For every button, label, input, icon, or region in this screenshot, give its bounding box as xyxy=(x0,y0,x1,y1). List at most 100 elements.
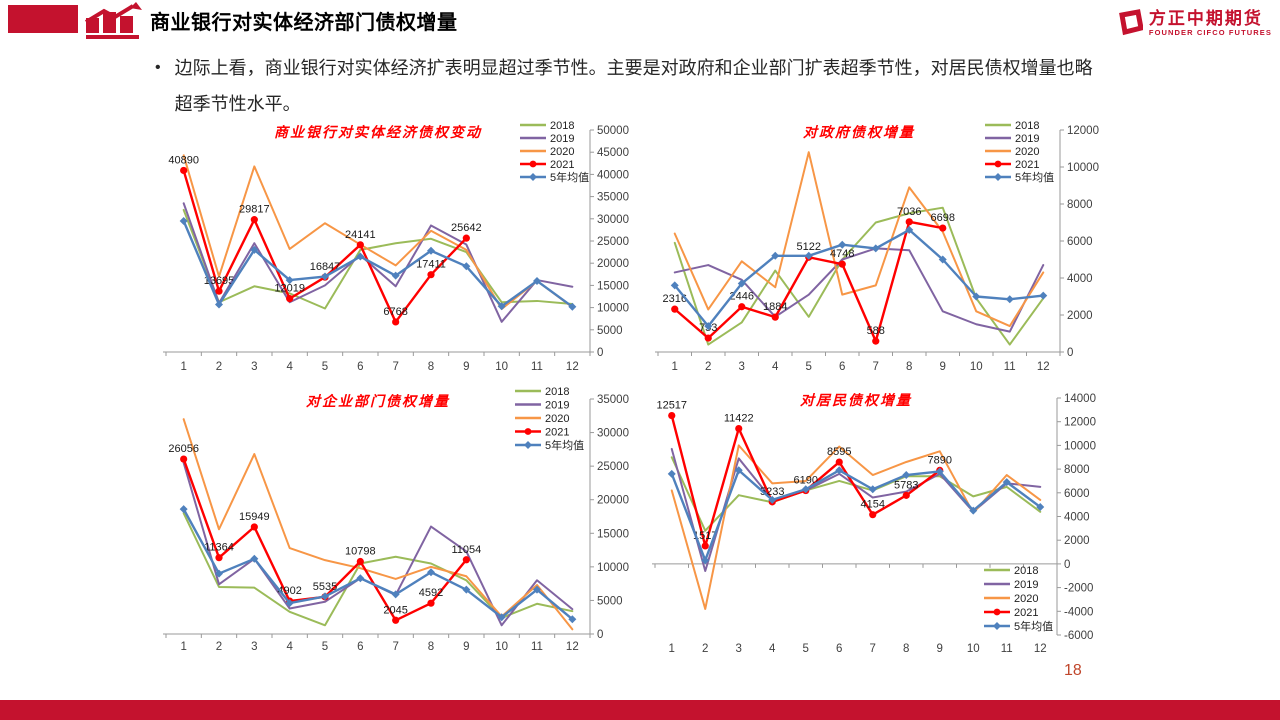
x-tick-label: 6 xyxy=(357,361,363,373)
data-label: 8595 xyxy=(827,446,851,458)
data-point-marker xyxy=(1002,478,1011,487)
chart-household-claims: 对居民债权增量 -6000 -4000 -2000 0 2000 4000 6000 8000 1… xyxy=(645,384,1111,660)
series-2018-line xyxy=(182,512,574,627)
data-label: 12517 xyxy=(656,400,687,412)
x-tick-label: 5 xyxy=(322,361,328,373)
legend-label-5年均值: 5年均值 xyxy=(1015,170,1054,184)
data-point-marker xyxy=(972,292,981,301)
data-point-marker xyxy=(391,590,400,599)
x-tick-label: 10 xyxy=(970,361,983,373)
data-point-marker xyxy=(427,599,435,607)
data-label: 6698 xyxy=(931,212,955,224)
data-point-marker xyxy=(392,318,400,326)
data-point-marker xyxy=(286,295,294,303)
data-point-marker xyxy=(804,251,813,260)
y-tick-label: 12000 xyxy=(1067,125,1099,137)
data-point-marker xyxy=(838,240,847,249)
data-point-marker xyxy=(215,554,223,562)
data-point-marker xyxy=(1036,503,1045,512)
data-label: 4592 xyxy=(419,587,443,599)
series-2019-line xyxy=(673,247,1045,333)
y-tick-label: 8000 xyxy=(1067,199,1093,211)
data-point-marker xyxy=(356,557,364,566)
y-tick-label: 6000 xyxy=(1067,236,1093,248)
x-tick-label: 6 xyxy=(839,361,845,373)
x-tick-label: 11 xyxy=(1001,643,1013,655)
data-point-marker xyxy=(905,218,913,226)
data-point-marker xyxy=(671,305,679,313)
legend-label-2020: 2020 xyxy=(1014,593,1038,605)
data-point-marker xyxy=(905,225,914,234)
data-point-marker xyxy=(568,302,577,311)
data-point-marker xyxy=(462,556,470,564)
data-point-marker xyxy=(250,216,258,224)
data-point-marker xyxy=(215,569,223,578)
data-label: 6190 xyxy=(794,475,818,487)
series-2020 xyxy=(182,418,574,631)
data-label: 1517 xyxy=(693,530,717,542)
y-tick-label: 20000 xyxy=(597,258,629,270)
data-point-marker xyxy=(321,272,329,281)
bottom-red-bar xyxy=(0,700,1280,720)
chart-title: 对居民债权增量 xyxy=(800,392,912,409)
data-point-marker xyxy=(701,556,710,565)
x-tick-label: 12 xyxy=(566,641,579,653)
data-point-marker xyxy=(497,302,506,311)
data-label: 2316 xyxy=(663,293,687,305)
y-tick-label: 14000 xyxy=(1064,393,1096,405)
data-point-marker xyxy=(427,271,435,279)
y-tick-label: 10000 xyxy=(597,562,629,574)
data-point-marker xyxy=(872,337,880,345)
series-2021: 4089013695298171201916847241416768174112… xyxy=(168,154,482,326)
data-label: 11422 xyxy=(724,413,754,425)
legend-label-2021: 2021 xyxy=(1014,607,1038,619)
x-tick-label: 10 xyxy=(495,361,508,373)
series-5年均值 xyxy=(670,225,1048,331)
series-2019 xyxy=(673,247,1045,333)
series-5年均值-line xyxy=(182,219,574,308)
data-label: 11054 xyxy=(451,544,481,556)
y-tick-label: -6000 xyxy=(1064,630,1093,642)
legend-label-2018: 2018 xyxy=(550,120,574,132)
brand-subtitle: FOUNDER CIFCO FUTURES xyxy=(1148,28,1272,37)
legend-label-2019: 2019 xyxy=(545,400,569,412)
data-point-marker xyxy=(250,245,259,254)
x-tick-label: 12 xyxy=(1034,643,1047,655)
real-economy-claims-svg: 商业银行对实体经济债权变动 0 5000 10000 15000 20000 25000 30… xyxy=(163,120,629,373)
data-label: 11364 xyxy=(204,542,234,554)
data-label: 17411 xyxy=(416,259,446,271)
data-label: 12019 xyxy=(274,283,305,295)
y-tick-label: 25000 xyxy=(597,461,629,473)
series-2018-line xyxy=(182,208,574,310)
data-label: 40890 xyxy=(168,154,199,166)
data-point-marker xyxy=(356,574,365,583)
x-tick-label: 12 xyxy=(566,361,579,373)
x-tick-label: 11 xyxy=(1004,361,1016,373)
data-point-marker xyxy=(938,255,947,264)
founder-cifco-logo-icon xyxy=(1118,9,1143,36)
data-point-marker xyxy=(285,276,294,285)
x-tick-label: 1 xyxy=(180,361,186,373)
x-tick-label: 3 xyxy=(251,361,257,373)
series-5年均值 xyxy=(179,217,577,311)
x-tick-label: 10 xyxy=(495,641,508,653)
x-tick-label: 2 xyxy=(216,361,222,373)
legend-label-2021: 2021 xyxy=(545,427,569,439)
series-2020-line xyxy=(673,151,1045,328)
data-point-marker xyxy=(392,616,400,624)
data-point-marker xyxy=(250,523,258,531)
series-2018 xyxy=(673,206,1045,346)
y-tick-label: -4000 xyxy=(1064,606,1093,618)
y-tick-label: 35000 xyxy=(597,192,629,204)
data-point-marker xyxy=(667,469,676,478)
x-tick-label: 4 xyxy=(769,643,776,655)
series-5年均值-line xyxy=(670,469,1042,562)
data-label: 24141 xyxy=(345,229,376,241)
data-point-marker xyxy=(771,313,779,321)
y-tick-label: 5000 xyxy=(597,595,623,607)
